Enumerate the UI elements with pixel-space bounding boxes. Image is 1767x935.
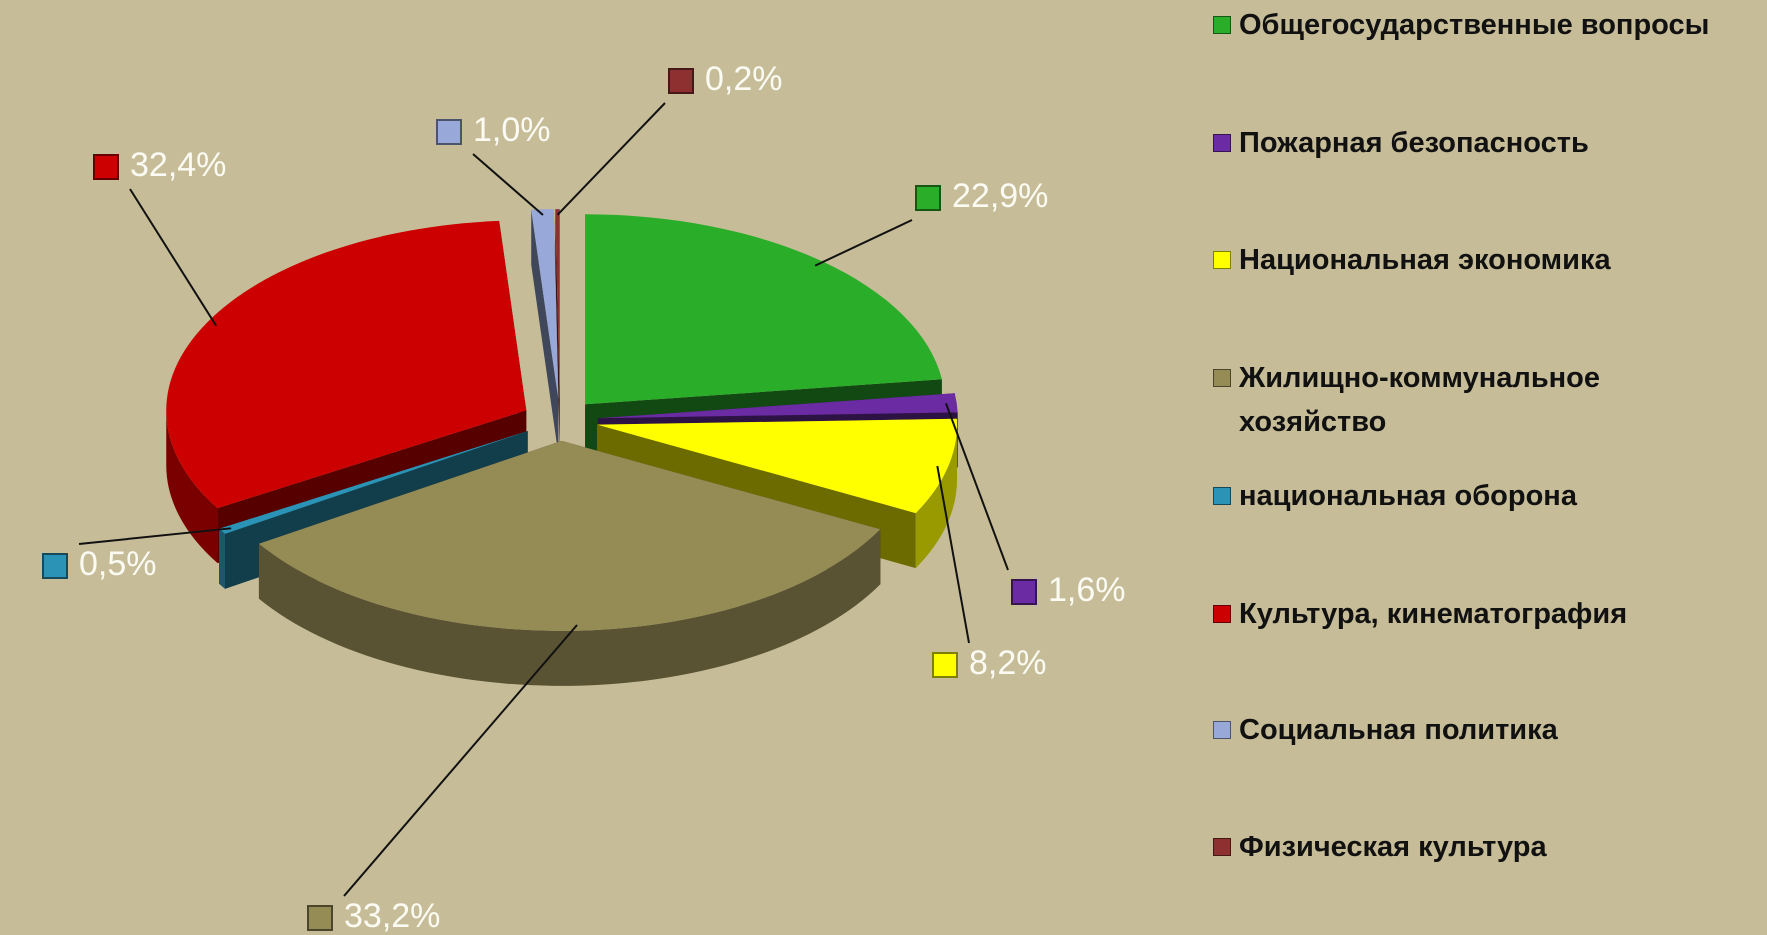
legend-item: Социальная политика: [1213, 708, 1558, 752]
slice-side: [915, 424, 958, 569]
slice-wall: [531, 209, 559, 455]
value-label: 8,2%: [969, 644, 1047, 682]
label-marker: [932, 652, 958, 678]
slice-side: [166, 410, 218, 564]
leader-line: [556, 102, 666, 216]
value-label: 32,4%: [130, 146, 226, 184]
legend-item: Культура, кинематография: [1213, 592, 1627, 636]
value-label: 1,0%: [473, 111, 551, 149]
legend-item: Общегосударственные вопросы: [1213, 3, 1709, 47]
legend-item: Физическая культура: [1213, 825, 1547, 869]
pie-slice: [597, 393, 958, 419]
label-marker: [307, 905, 333, 931]
value-label: 0,2%: [705, 60, 783, 98]
pie-slice: [555, 209, 560, 400]
value-label: 22,9%: [952, 177, 1048, 215]
legend-swatch: [1213, 721, 1231, 739]
legend-item: Пожарная безопасность: [1213, 121, 1589, 165]
legend-item: Национальная экономика: [1213, 238, 1611, 282]
value-label: 1,6%: [1048, 571, 1126, 609]
legend-label: национальная оборона: [1239, 480, 1577, 512]
leader-line: [944, 402, 1009, 571]
legend-label: Культура, кинематография: [1239, 598, 1628, 630]
legend-swatch: [1213, 134, 1231, 152]
leader-line: [129, 188, 217, 327]
legend-label: Национальная экономика: [1239, 244, 1611, 276]
label-marker: [42, 553, 68, 579]
label-marker: [1011, 579, 1037, 605]
legend-swatch: [1213, 487, 1231, 505]
legend-swatch: [1213, 251, 1231, 269]
label-marker: [436, 119, 462, 145]
legend-swatch: [1213, 369, 1231, 387]
legend-label: Социальная политика: [1239, 714, 1558, 746]
value-label: 0,5%: [79, 545, 157, 583]
legend-swatch: [1213, 838, 1231, 856]
slice-side: [258, 529, 881, 686]
label-marker: [915, 185, 941, 211]
pie-slice: [258, 440, 881, 631]
label-marker: [668, 68, 694, 94]
slice-wall: [555, 209, 560, 455]
legend-item: Жилищно-коммунальное хозяйство: [1213, 356, 1659, 444]
value-label: 33,2%: [344, 897, 440, 935]
leader-line: [814, 219, 913, 267]
slice-side: [219, 528, 225, 589]
legend-swatch: [1213, 16, 1231, 34]
pie-slice: [219, 431, 528, 534]
pie-slice: [585, 214, 942, 405]
leader-line: [343, 624, 578, 897]
pie-slice: [531, 209, 559, 400]
legend-label: Жилищно-коммунальное хозяйство: [1239, 362, 1601, 438]
legend-label: Пожарная безопасность: [1239, 127, 1589, 159]
legend-swatch: [1213, 605, 1231, 623]
label-marker: [93, 154, 119, 180]
leader-line: [936, 465, 970, 644]
leader-line: [78, 527, 232, 545]
pie-slice: [597, 418, 958, 514]
pie-slice: [166, 220, 527, 509]
legend-item: национальная оборона: [1213, 474, 1577, 518]
leader-line: [472, 153, 544, 216]
legend-label: Общегосударственные вопросы: [1239, 9, 1710, 41]
legend-label: Физическая культура: [1239, 831, 1547, 863]
